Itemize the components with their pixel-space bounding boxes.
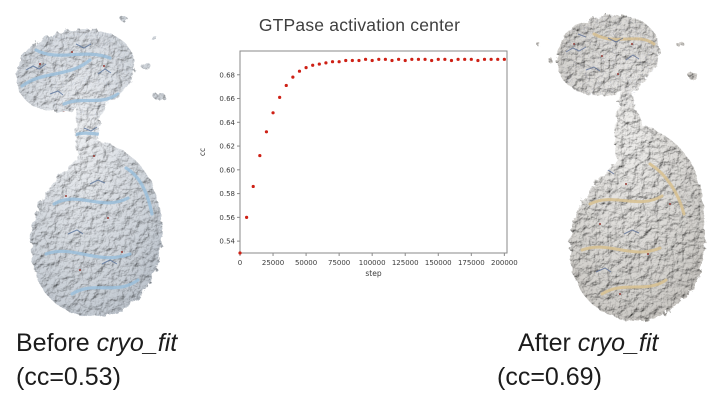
y-tick-label: 0.62 <box>219 143 235 151</box>
y-tick-label: 0.54 <box>219 238 235 246</box>
x-tick-label: 25000 <box>262 259 284 267</box>
data-point <box>337 60 341 64</box>
data-point <box>377 57 381 61</box>
data-point <box>297 69 302 73</box>
data-point <box>344 58 348 63</box>
before-map-image <box>16 16 165 317</box>
data-point <box>436 57 440 61</box>
head-speckle-texture <box>557 15 664 110</box>
data-point <box>463 57 467 61</box>
data-point <box>271 111 275 115</box>
data-point <box>449 58 454 63</box>
data-point <box>304 66 308 70</box>
plot-frame <box>239 50 508 254</box>
data-point <box>430 58 434 63</box>
chart-title: GTPase activation center <box>258 15 461 35</box>
y-tick-label: 0.66 <box>219 95 235 103</box>
data-point <box>264 130 269 134</box>
data-point <box>489 57 493 61</box>
data-point <box>245 215 249 219</box>
caption-italic: cryo_fit <box>577 329 659 357</box>
x-axis-label: step <box>365 269 381 278</box>
data-point <box>496 57 500 61</box>
data-point <box>443 57 447 61</box>
data-point <box>324 61 328 65</box>
data-point <box>350 58 354 63</box>
data-point <box>416 57 421 61</box>
data-point <box>357 58 361 63</box>
caption-text: After <box>518 329 578 357</box>
data-point <box>390 58 394 63</box>
x-tick-label: 100000 <box>359 259 386 267</box>
x-tick-label: 150000 <box>425 259 452 267</box>
data-point <box>363 57 368 61</box>
x-tick-label: 50000 <box>295 259 317 267</box>
x-tick-label: 200000 <box>491 259 518 267</box>
y-axis-label: cc <box>198 148 207 156</box>
after-caption-line1: After cryo_fit <box>497 326 658 360</box>
data-point <box>284 83 288 88</box>
after-caption-line2: (cc=0.69) <box>497 363 602 391</box>
data-point <box>476 58 480 63</box>
data-point <box>456 57 460 61</box>
after-caption: After cryo_fit (cc=0.69) <box>497 326 658 394</box>
data-point <box>278 95 282 99</box>
x-tick-label: 0 <box>238 259 242 267</box>
x-tick-label: 175000 <box>458 259 485 267</box>
y-tick-label: 0.60 <box>219 166 235 174</box>
data-point <box>403 58 407 63</box>
data-point <box>251 184 255 189</box>
data-point <box>410 57 414 61</box>
y-tick-label: 0.56 <box>219 214 235 222</box>
data-point <box>370 58 374 63</box>
y-tick-label: 0.68 <box>219 71 235 79</box>
cc-plot-svg: 0 25000 50000 75000 100000 125000 150000 175000… <box>198 50 518 278</box>
data-point <box>238 251 242 255</box>
data-point <box>311 63 315 67</box>
data-point <box>397 57 401 61</box>
data-point <box>330 60 335 64</box>
caption-text: Before <box>16 329 97 357</box>
before-caption-line1: Before cryo_fit <box>16 326 177 360</box>
data-point <box>258 153 262 158</box>
data-point <box>469 57 473 61</box>
data-point <box>317 62 321 66</box>
y-tick-label: 0.58 <box>219 190 235 198</box>
data-point <box>502 57 506 61</box>
data-point <box>383 57 387 61</box>
before-caption: Before cryo_fit (cc=0.53) <box>16 326 177 394</box>
head-speckle-texture <box>20 29 141 122</box>
y-tick-label: 0.64 <box>219 119 235 127</box>
x-tick-label: 75000 <box>328 259 350 267</box>
after-map-image <box>535 15 706 321</box>
before-caption-line2: (cc=0.53) <box>16 363 121 391</box>
data-point <box>482 57 487 61</box>
caption-italic: cryo_fit <box>96 329 178 357</box>
data-point <box>423 57 427 61</box>
x-tick-label: 125000 <box>392 259 419 267</box>
data-point <box>291 75 295 79</box>
